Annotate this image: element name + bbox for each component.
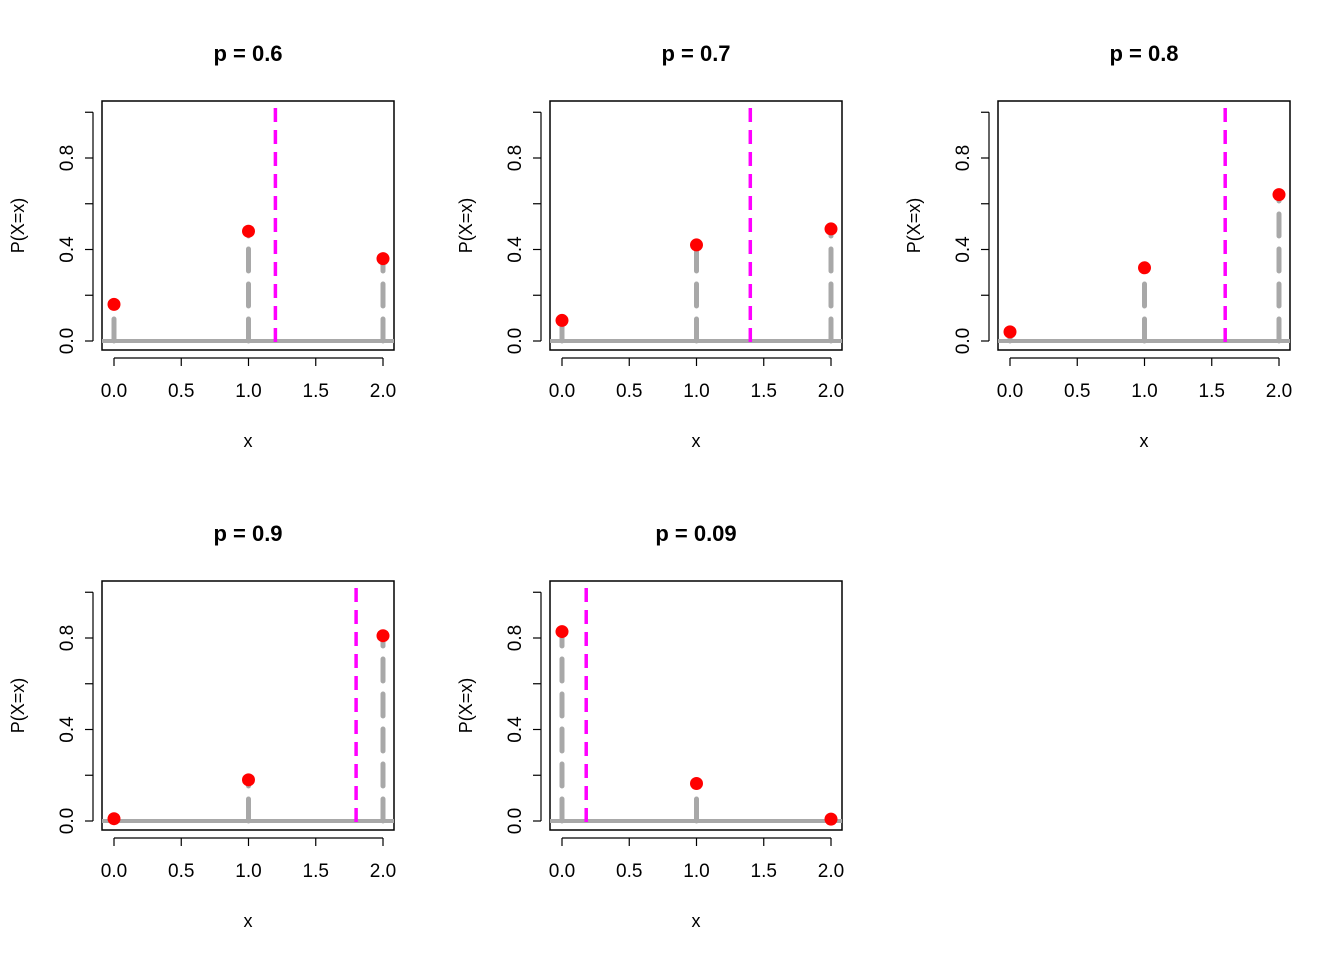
y-tick-label: 0.0: [953, 328, 974, 354]
probability-point: [376, 252, 390, 266]
plot-frame: [997, 100, 1291, 351]
probability-point: [690, 777, 703, 791]
panel-4: p = 0.9 0.0 0.5 1.0 1.5 2.0 0.0 0.4 0.8 x P(X=x): [8, 521, 396, 931]
x-tick-label: 2.0: [1266, 381, 1292, 402]
x-tick-label: 0.0: [549, 861, 575, 882]
y-tick-label: 0.4: [953, 236, 974, 263]
x-tick-label: 1.0: [235, 381, 261, 402]
x-tick-label: 0.5: [168, 861, 194, 882]
plot-frame: [101, 100, 395, 351]
chart-title: p = 0.7: [661, 41, 730, 66]
probability-point: [555, 313, 569, 327]
y-axis-label: P(X=x): [8, 678, 28, 734]
y-tick-label: 0.8: [57, 625, 78, 651]
y-tick-label: 0.0: [57, 328, 78, 354]
x-tick-label: 0.0: [101, 381, 127, 402]
x-tick-label: 1.0: [683, 861, 709, 882]
y-axis-label: P(X=x): [8, 198, 28, 254]
probability-point: [242, 773, 255, 787]
x-tick-label: 2.0: [370, 861, 396, 882]
probability-point: [242, 224, 255, 238]
chart-title: p = 0.09: [655, 521, 736, 546]
x-tick-label: 0.5: [616, 861, 642, 882]
y-tick-label: 0.8: [505, 625, 526, 651]
probability-point: [1272, 188, 1286, 202]
x-tick-label: 1.0: [235, 861, 261, 882]
y-axis-label: P(X=x): [456, 198, 476, 254]
chart-title: p = 0.9: [213, 521, 282, 546]
x-tick-label: 1.0: [1131, 381, 1157, 402]
x-tick-label: 1.5: [751, 861, 777, 882]
x-axis-label: x: [244, 911, 253, 931]
x-tick-label: 1.0: [683, 381, 709, 402]
x-tick-label: 0.0: [101, 861, 127, 882]
x-tick-label: 0.5: [1064, 381, 1090, 402]
y-tick-label: 0.0: [505, 808, 526, 834]
y-tick-label: 0.4: [57, 236, 78, 263]
x-tick-label: 0.5: [168, 381, 194, 402]
panel-3: p = 0.8 0.0 0.5 1.0 1.5 2.0 0.0 0.4 0.8 x P(X=x): [904, 41, 1292, 451]
plot-frame: [549, 580, 843, 831]
probability-point: [824, 812, 838, 826]
x-tick-label: 2.0: [818, 381, 844, 402]
x-axis-label: x: [1140, 431, 1149, 451]
x-tick-label: 2.0: [818, 861, 844, 882]
panel-1: p = 0.6 0.0 0.5 1.0 1.5 2.0 0.0 0.4 0.8 x P(X=x): [8, 41, 396, 451]
panel-5: p = 0.09 0.0 0.5 1.0 1.5 2.0 0.0 0.4 0.8 x P(X=x): [456, 521, 844, 931]
y-tick-label: 0.8: [505, 145, 526, 171]
probability-point: [107, 297, 121, 311]
y-tick-label: 0.4: [505, 236, 526, 263]
x-tick-label: 0.5: [616, 381, 642, 402]
x-tick-label: 1.5: [1199, 381, 1225, 402]
y-tick-label: 0.8: [57, 145, 78, 171]
x-axis-label: x: [692, 911, 701, 931]
y-tick-label: 0.0: [57, 808, 78, 834]
probability-point: [555, 625, 569, 639]
x-axis-label: x: [692, 431, 701, 451]
x-axis-label: x: [244, 431, 253, 451]
chart-title: p = 0.8: [1109, 41, 1178, 66]
y-axis-label: P(X=x): [456, 678, 476, 734]
plot-frame: [101, 580, 395, 831]
x-tick-label: 1.5: [303, 381, 329, 402]
probability-point: [1003, 325, 1017, 339]
probability-point: [690, 238, 703, 252]
probability-point: [376, 629, 390, 643]
x-tick-label: 1.5: [751, 381, 777, 402]
y-tick-label: 0.0: [505, 328, 526, 354]
y-axis-label: P(X=x): [904, 198, 924, 254]
x-tick-label: 0.0: [549, 381, 575, 402]
x-tick-label: 0.0: [997, 381, 1023, 402]
panel-2: p = 0.7 0.0 0.5 1.0 1.5 2.0 0.0 0.4 0.8 x P(X=x): [456, 41, 844, 451]
y-tick-label: 0.4: [57, 716, 78, 743]
y-tick-label: 0.8: [953, 145, 974, 171]
chart-title: p = 0.6: [213, 41, 282, 66]
probability-point: [107, 812, 121, 826]
x-tick-label: 2.0: [370, 381, 396, 402]
x-tick-label: 1.5: [303, 861, 329, 882]
probability-point: [1138, 261, 1151, 275]
probability-point: [824, 222, 838, 236]
plot-frame: [549, 100, 843, 351]
y-tick-label: 0.4: [505, 716, 526, 743]
